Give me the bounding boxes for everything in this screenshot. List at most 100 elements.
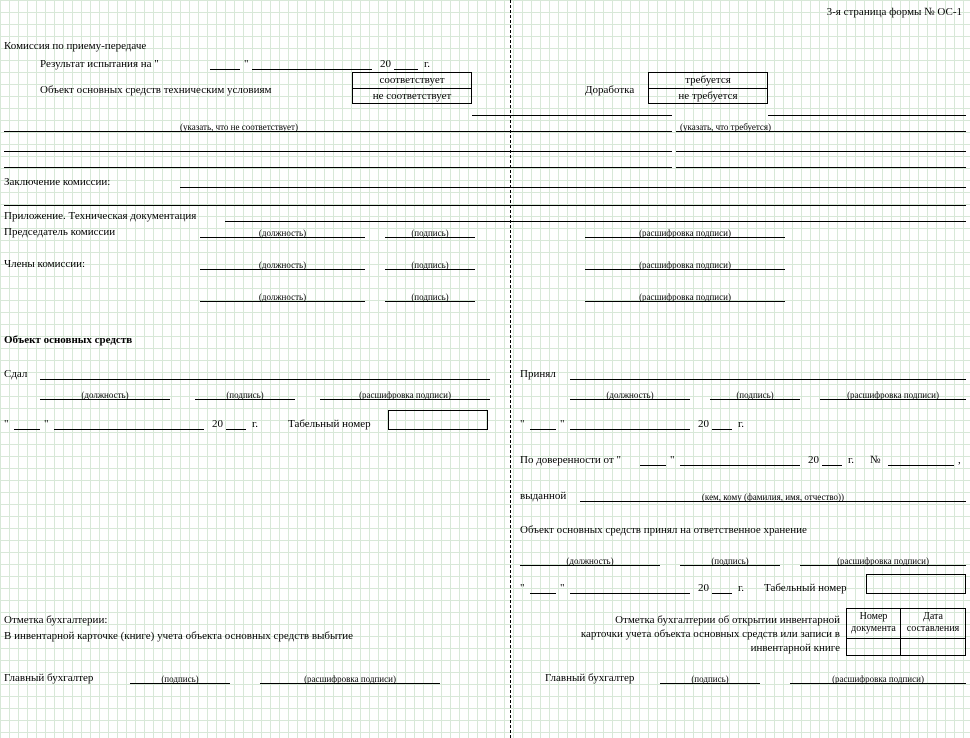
not-required-cell: не требуется bbox=[649, 89, 767, 104]
quote-r1: " bbox=[520, 418, 525, 430]
match-line[interactable] bbox=[472, 102, 672, 116]
acc-note-r1: Отметка бухгалтерии об открытии инвентар… bbox=[580, 614, 840, 626]
proxy-month[interactable] bbox=[680, 452, 800, 466]
chairman-pos-lbl: (должность) bbox=[200, 228, 365, 238]
acc-note-r2: карточки учета объекта основных средств … bbox=[545, 628, 840, 640]
object-tech-label: Объект основных средств техническим усло… bbox=[40, 84, 272, 96]
comma-p: , bbox=[958, 454, 961, 466]
handed-pos-lbl: (должность) bbox=[40, 390, 170, 400]
proxy-year[interactable] bbox=[822, 452, 842, 466]
right-day[interactable] bbox=[530, 416, 556, 430]
issued-label: выданной bbox=[520, 490, 566, 502]
chief-acc-r: Главный бухгалтер bbox=[545, 672, 634, 684]
accepted-label: Принял bbox=[520, 368, 556, 380]
right-year[interactable] bbox=[712, 416, 732, 430]
member2-sig-lbl: (подпись) bbox=[385, 292, 475, 302]
doc-date-hdr: Дата составления bbox=[901, 609, 965, 638]
blank-line-1r[interactable] bbox=[676, 138, 966, 152]
not-matches-cell: не соответствует bbox=[353, 89, 471, 104]
chairman-sig-lbl: (подпись) bbox=[385, 228, 475, 238]
blank-line-2[interactable] bbox=[4, 154, 672, 168]
issued-hint: (кем, кому (фамилия, имя, отчество)) bbox=[580, 492, 966, 502]
storage-pos-lbl: (должность) bbox=[520, 556, 660, 566]
left-month[interactable] bbox=[54, 416, 204, 430]
year-suffix-s: г. bbox=[738, 582, 744, 594]
commission-title: Комиссия по приему-передаче bbox=[4, 40, 146, 52]
member1-dec-lbl: (расшифровка подписи) bbox=[585, 260, 785, 270]
handed-label: Сдал bbox=[4, 368, 27, 380]
left-day[interactable] bbox=[14, 416, 40, 430]
rework-line[interactable] bbox=[768, 102, 966, 116]
test-result-label: Результат испытания на " bbox=[40, 58, 159, 70]
year20-p: 20 bbox=[808, 454, 819, 466]
conclusion-label: Заключение комиссии: bbox=[4, 176, 110, 188]
conclusion-line2[interactable] bbox=[4, 192, 966, 206]
doc-box: Номер документа Дата составления bbox=[846, 608, 966, 656]
test-year[interactable] bbox=[394, 56, 418, 70]
storage-month[interactable] bbox=[570, 580, 690, 594]
form-page: 3-я страница формы № ОС-1 Комиссия по пр… bbox=[0, 0, 970, 738]
acc-note-left2: В инвентарной карточке (книге) учета объ… bbox=[4, 630, 353, 642]
matches-cell: соответствует bbox=[353, 73, 471, 89]
chief-dec-r-lbl: (расшифровка подписи) bbox=[790, 674, 966, 684]
accepted-dec-lbl: (расшифровка подписи) bbox=[820, 390, 966, 400]
year20-l: 20 bbox=[212, 418, 223, 430]
chief-sig-r-lbl: (подпись) bbox=[660, 674, 760, 684]
acc-note-left: Отметка бухгалтерии: bbox=[4, 614, 107, 626]
handed-line[interactable] bbox=[40, 366, 490, 380]
quote-l2: " bbox=[44, 418, 49, 430]
members-label: Члены комиссии: bbox=[4, 258, 85, 270]
tab-box-s[interactable] bbox=[866, 574, 966, 594]
year-suffix-1: г. bbox=[424, 58, 430, 70]
page-header: 3-я страница формы № ОС-1 bbox=[827, 6, 962, 18]
blank-line-2r[interactable] bbox=[676, 154, 966, 168]
match-box: соответствует не соответствует bbox=[352, 72, 472, 104]
quote1: " bbox=[244, 58, 249, 70]
quote-s1: " bbox=[520, 582, 525, 594]
member1-sig-lbl: (подпись) bbox=[385, 260, 475, 270]
test-month[interactable] bbox=[252, 56, 372, 70]
year20-s: 20 bbox=[698, 582, 709, 594]
storage-day[interactable] bbox=[530, 580, 556, 594]
quote-r2: " bbox=[560, 418, 565, 430]
storage-sig-lbl: (подпись) bbox=[680, 556, 780, 566]
quote-l1: " bbox=[4, 418, 9, 430]
right-month[interactable] bbox=[570, 416, 690, 430]
handed-dec-lbl: (расшифровка подписи) bbox=[320, 390, 490, 400]
accepted-sig-lbl: (подпись) bbox=[710, 390, 800, 400]
year-suffix-p: г. bbox=[848, 454, 854, 466]
tab-box-l[interactable] bbox=[388, 410, 488, 430]
year-suffix-r: г. bbox=[738, 418, 744, 430]
chairman-label: Председатель комиссии bbox=[4, 226, 115, 238]
storage-year[interactable] bbox=[712, 580, 732, 594]
storage-label: Объект основных средств принял на ответс… bbox=[520, 524, 807, 536]
left-year[interactable] bbox=[226, 416, 246, 430]
doc-num-val[interactable] bbox=[847, 639, 901, 656]
hint-line-left[interactable] bbox=[4, 118, 672, 132]
accepted-line[interactable] bbox=[570, 366, 966, 380]
quote-p2: " bbox=[670, 454, 675, 466]
proxy-day[interactable] bbox=[640, 452, 666, 466]
quote-s2: " bbox=[560, 582, 565, 594]
attachment-label: Приложение. Техническая документация bbox=[4, 210, 196, 222]
member1-pos-lbl: (должность) bbox=[200, 260, 365, 270]
rework-label: Доработка bbox=[585, 84, 634, 96]
conclusion-line1[interactable] bbox=[180, 174, 966, 188]
tab-label-l: Табельный номер bbox=[288, 418, 371, 430]
attachment-line[interactable] bbox=[225, 208, 966, 222]
doc-date-val[interactable] bbox=[901, 639, 965, 656]
object-main-label: Объект основных средств bbox=[4, 334, 132, 346]
storage-dec-lbl: (расшифровка подписи) bbox=[800, 556, 966, 566]
proxy-label: По доверенности от " bbox=[520, 454, 621, 466]
proxy-num[interactable] bbox=[888, 452, 954, 466]
member2-dec-lbl: (расшифровка подписи) bbox=[585, 292, 785, 302]
blank-line-1[interactable] bbox=[4, 138, 672, 152]
required-cell: требуется bbox=[649, 73, 767, 89]
hint-not-match: (указать, что не соответствует) bbox=[180, 122, 298, 132]
member2-pos-lbl: (должность) bbox=[200, 292, 365, 302]
tab-label-s: Табельный номер bbox=[764, 582, 847, 594]
test-day[interactable] bbox=[210, 56, 240, 70]
chief-acc-l: Главный бухгалтер bbox=[4, 672, 93, 684]
chief-dec-l-lbl: (расшифровка подписи) bbox=[260, 674, 440, 684]
hint-required: (указать, что требуется) bbox=[680, 122, 771, 132]
